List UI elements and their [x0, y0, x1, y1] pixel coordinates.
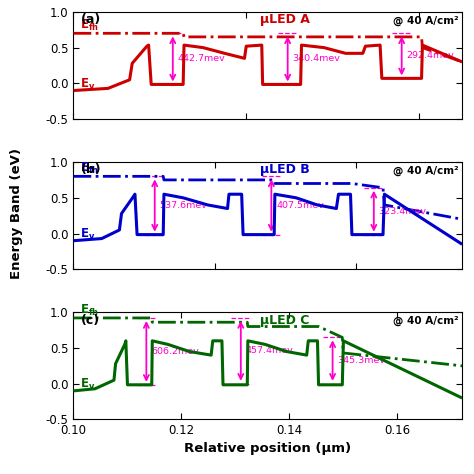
- Text: @ 40 A/cm²: @ 40 A/cm²: [392, 316, 458, 326]
- Text: $\mathbf{E_{fh}}$: $\mathbf{E_{fh}}$: [81, 161, 100, 176]
- Text: (c): (c): [81, 314, 100, 327]
- Text: μLED C: μLED C: [260, 314, 310, 327]
- Text: 442.7mev: 442.7mev: [177, 55, 225, 64]
- Text: 537.6mev: 537.6mev: [159, 201, 207, 210]
- Text: $\mathbf{E_{fh}}$: $\mathbf{E_{fh}}$: [81, 18, 100, 33]
- Text: 323.4mev: 323.4mev: [378, 207, 427, 216]
- Text: (b): (b): [81, 164, 101, 176]
- Text: μLED A: μLED A: [260, 13, 310, 26]
- X-axis label: Relative position (μm): Relative position (μm): [184, 441, 351, 455]
- Text: μLED B: μLED B: [260, 164, 310, 176]
- Text: $\mathbf{E_v}$: $\mathbf{E_v}$: [81, 77, 96, 92]
- Text: 292.4mev: 292.4mev: [406, 51, 454, 60]
- Text: $\mathbf{E_{fh}}$: $\mathbf{E_{fh}}$: [81, 302, 100, 318]
- Text: 606.2mev: 606.2mev: [151, 347, 199, 356]
- Text: (a): (a): [81, 13, 100, 26]
- Text: 340.4mev: 340.4mev: [292, 55, 340, 64]
- Text: Energy Band (eV): Energy Band (eV): [10, 148, 23, 279]
- Text: $\mathbf{E_v}$: $\mathbf{E_v}$: [81, 227, 96, 242]
- Text: 407.5mev: 407.5mev: [276, 201, 324, 210]
- Text: 457.4mev: 457.4mev: [246, 346, 293, 356]
- Text: @ 40 A/cm²: @ 40 A/cm²: [392, 15, 458, 26]
- Text: $\mathbf{E_v}$: $\mathbf{E_v}$: [81, 377, 96, 392]
- Text: @ 40 A/cm²: @ 40 A/cm²: [392, 165, 458, 176]
- Text: 345.3mev: 345.3mev: [337, 356, 385, 365]
